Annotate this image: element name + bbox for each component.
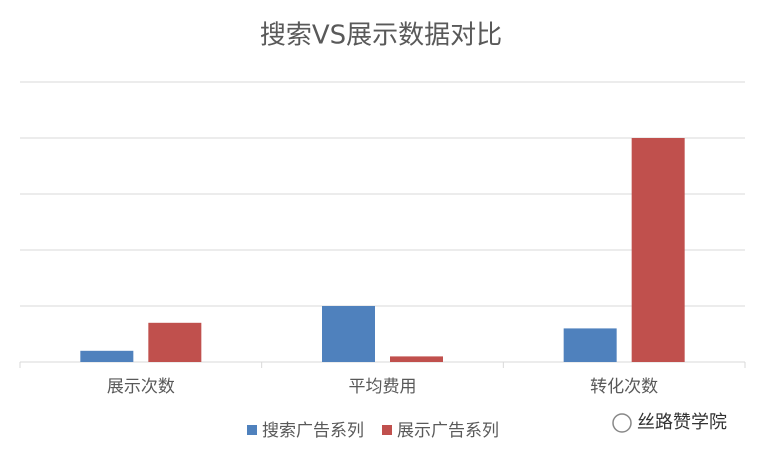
bar: [390, 356, 443, 362]
x-tick-label: 展示次数: [107, 377, 175, 397]
watermark-icon: [612, 413, 632, 433]
x-tick-label: 转化次数: [590, 377, 658, 397]
bar: [148, 322, 202, 362]
x-tick-label: 平均费用: [349, 377, 417, 397]
chart-title: 搜索VS展示数据对比: [260, 21, 502, 51]
watermark-text: 丝路赞学院: [637, 412, 727, 433]
bar: [322, 306, 375, 362]
legend-swatch: [247, 425, 257, 435]
legend-swatch: [382, 425, 392, 435]
bar: [563, 328, 617, 362]
bar: [631, 138, 685, 362]
legend-label: 搜索广告系列: [262, 421, 364, 441]
legend-label: 展示广告系列: [397, 421, 499, 441]
watermark: 丝路赞学院: [612, 412, 727, 433]
bar: [80, 350, 134, 362]
